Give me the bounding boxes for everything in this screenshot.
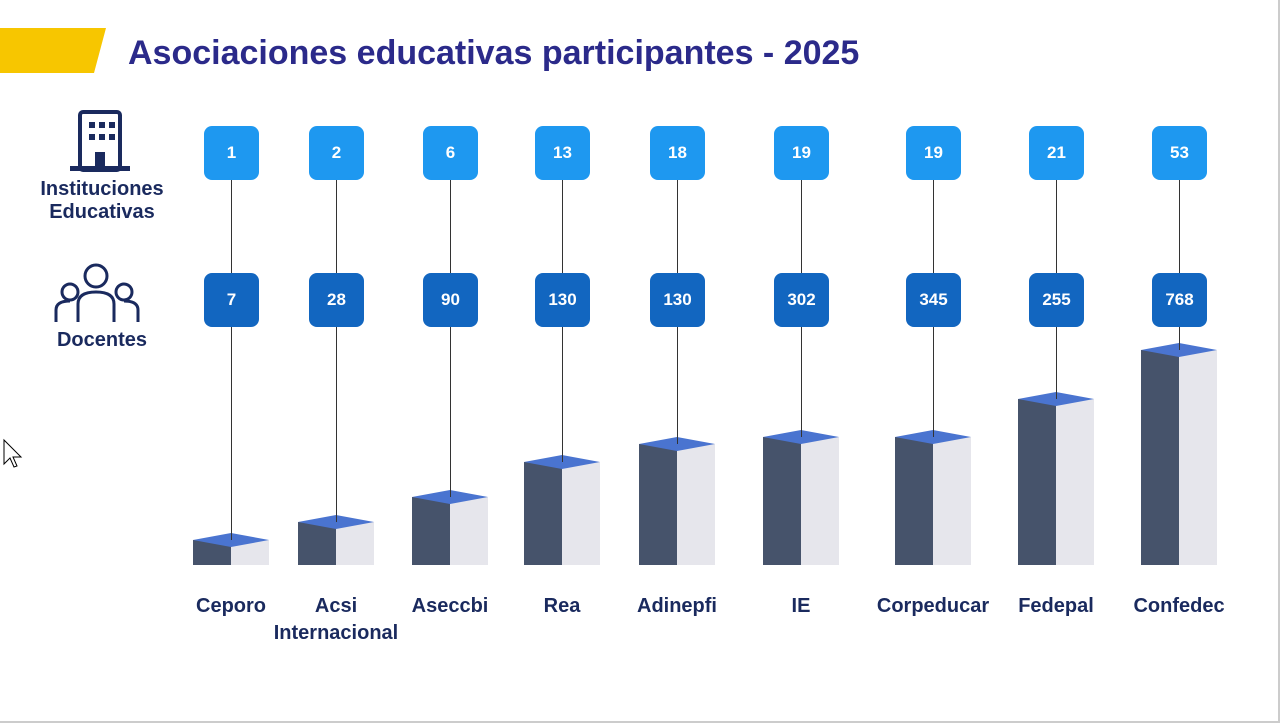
instituciones-box: 18 — [650, 126, 705, 180]
row-label: Docentes — [56, 329, 148, 351]
instituciones-box: 19 — [906, 126, 961, 180]
connector — [336, 170, 337, 522]
bar-left — [895, 437, 933, 565]
docentes-box: 345 — [906, 273, 961, 327]
people-icon — [54, 263, 140, 322]
association-name: Acsi Internacional — [273, 595, 399, 644]
association-name: IE — [791, 595, 811, 617]
docentes-box: 7 — [204, 273, 259, 327]
instituciones-box: 13 — [535, 126, 590, 180]
association-name: Adinepfi — [637, 595, 717, 617]
docentes-box: 90 — [423, 273, 478, 327]
bar-top — [524, 455, 600, 469]
bar-top — [1141, 343, 1217, 357]
instituciones-box: 53 — [1152, 126, 1207, 180]
bar-top — [193, 533, 269, 547]
cursor — [3, 438, 23, 468]
title: Asociaciones educativas participantes - … — [128, 34, 860, 72]
bar-right — [562, 462, 600, 565]
association-name: Aseccbi — [411, 595, 489, 617]
accent — [0, 28, 106, 73]
bar-left — [639, 444, 677, 565]
bar-left — [1018, 399, 1056, 565]
bar-top — [763, 430, 839, 444]
instituciones-box: 2 — [309, 126, 364, 180]
instituciones-box: 21 — [1029, 126, 1084, 180]
instituciones-box: 19 — [774, 126, 829, 180]
association-name: Confedec — [1133, 595, 1225, 617]
docentes-box: 130 — [650, 273, 705, 327]
bar-top — [412, 490, 488, 504]
bar-top — [1018, 392, 1094, 406]
bar-right — [677, 444, 715, 565]
bar-top — [298, 515, 374, 529]
bar-right — [933, 437, 971, 565]
bar-right — [801, 437, 839, 565]
docentes-box: 302 — [774, 273, 829, 327]
bar-right — [336, 522, 374, 565]
instituciones-box: 6 — [423, 126, 478, 180]
connector — [450, 170, 451, 497]
row-label: Instituciones Educativas — [40, 178, 164, 223]
association-name: Ceporo — [196, 595, 266, 617]
docentes-box: 768 — [1152, 273, 1207, 327]
bar-top — [639, 437, 715, 451]
docentes-box: 255 — [1029, 273, 1084, 327]
bar-left — [524, 462, 562, 565]
bar-left — [298, 522, 336, 565]
bar-top — [895, 430, 971, 444]
connector — [231, 170, 232, 540]
building-icon — [70, 110, 130, 172]
bar-right — [450, 497, 488, 565]
association-name: Corpeducar — [876, 595, 990, 617]
bar-left — [763, 437, 801, 565]
instituciones-box: 1 — [204, 126, 259, 180]
docentes-box: 130 — [535, 273, 590, 327]
bar-left — [1141, 350, 1179, 565]
docentes-box: 28 — [309, 273, 364, 327]
association-name: Fedepal — [1018, 595, 1094, 617]
connector — [1179, 170, 1180, 350]
bar-right — [1056, 399, 1094, 565]
association-name: Rea — [543, 595, 581, 617]
bar-left — [412, 497, 450, 565]
bar-right — [1179, 350, 1217, 565]
